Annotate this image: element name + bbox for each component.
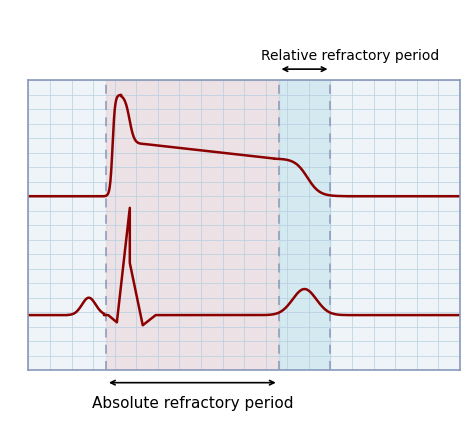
Bar (279, 80, 330, 370)
Text: Relative refractory period: Relative refractory period (262, 49, 440, 63)
Bar (106, 80, 279, 370)
Text: Absolute refractory period: Absolute refractory period (91, 396, 293, 411)
